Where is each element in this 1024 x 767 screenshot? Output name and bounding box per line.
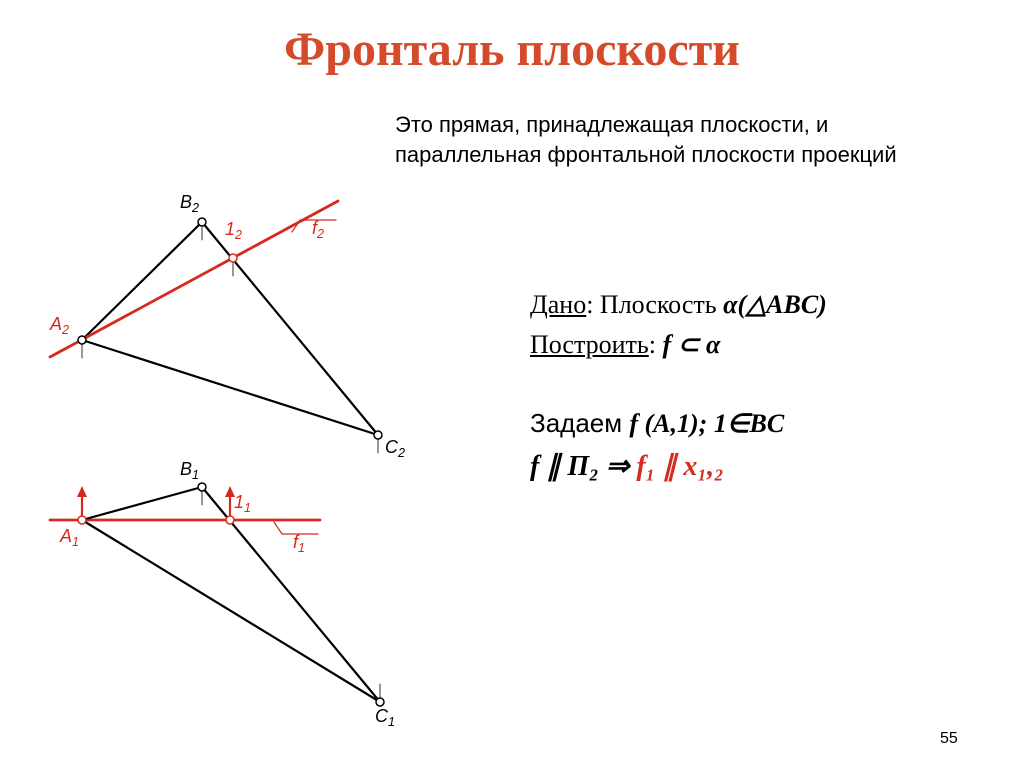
build-label: Построить [530, 330, 649, 359]
svg-text:B1: B1 [180, 459, 199, 482]
svg-text:11: 11 [234, 492, 251, 515]
math-assign: Задаем f (A,1); 1∈BC [530, 408, 827, 439]
slide: Фронталь плоскости Это прямая, принадлеж… [0, 0, 1024, 767]
diagram-svg: A2 B2 C2 12 f2 A1 B1 C1 11 f1 [20, 190, 440, 760]
svg-text:C1: C1 [375, 706, 395, 729]
slide-title: Фронталь плоскости [0, 22, 1024, 77]
math-block: Дано: Плоскость α(△ABC) Построить: f ⊂ α… [530, 290, 827, 493]
math-final: f ∥ П₂ ⇒ f₁ ∥ x₁,₂ [530, 449, 827, 483]
given-label: Дано [530, 290, 586, 319]
svg-text:f2: f2 [312, 218, 324, 241]
definition-text: Это прямая, принадлежащая плоскости, и п… [395, 110, 915, 169]
svg-text:12: 12 [225, 219, 242, 242]
svg-text:A2: A2 [49, 314, 69, 337]
math-build: Построить: f ⊂ α [530, 330, 827, 360]
svg-text:f1: f1 [293, 532, 305, 555]
svg-text:B2: B2 [180, 192, 199, 215]
page-number: 55 [940, 730, 958, 748]
svg-text:C2: C2 [385, 437, 405, 460]
math-given: Дано: Плоскость α(△ABC) [530, 290, 827, 320]
svg-text:A1: A1 [59, 526, 79, 549]
